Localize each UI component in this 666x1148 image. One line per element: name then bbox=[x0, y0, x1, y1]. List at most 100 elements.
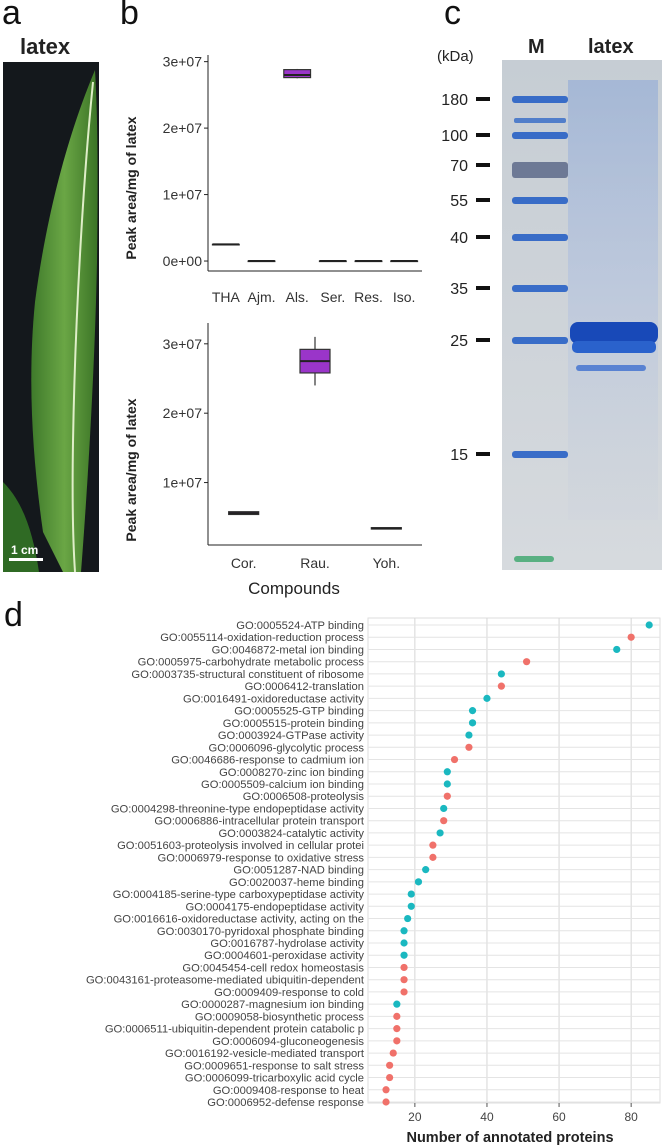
go-term-label: GO:0003735-structural constituent of rib… bbox=[131, 669, 364, 681]
go-term-label: GO:0016192-vesicle-mediated transport bbox=[165, 1048, 365, 1060]
x-tick-labels: 20 40 60 80 bbox=[408, 1103, 638, 1124]
go-point bbox=[613, 645, 621, 654]
go-points bbox=[382, 621, 653, 1106]
go-point bbox=[407, 902, 415, 910]
marker-tick bbox=[476, 235, 490, 239]
go-point bbox=[468, 719, 477, 727]
go-point bbox=[465, 743, 473, 751]
x-tick-label: Ser. bbox=[320, 289, 345, 305]
marker-label: 35 bbox=[450, 281, 468, 298]
x-tick-label: Iso. bbox=[393, 289, 416, 305]
panel-a-title: latex bbox=[20, 34, 71, 59]
scale-bar-label: 1 cm bbox=[11, 543, 38, 557]
x-tick-label: 80 bbox=[624, 1110, 638, 1124]
lane-label-latex: latex bbox=[588, 36, 634, 58]
go-point bbox=[389, 1049, 397, 1057]
y-tick-label: 3e+07 bbox=[163, 336, 203, 352]
go-term-label: GO:0055114-oxidation-reduction process bbox=[160, 632, 364, 644]
go-term-label: GO:0016491-oxidoreductase activity bbox=[183, 693, 364, 705]
go-point bbox=[443, 768, 451, 776]
go-point bbox=[497, 670, 505, 678]
latex-band-secondary bbox=[572, 341, 656, 353]
x-tick-label: 60 bbox=[552, 1110, 566, 1124]
marker-label: 70 bbox=[450, 158, 468, 175]
marker-tick bbox=[476, 133, 490, 137]
marker-label: 25 bbox=[450, 333, 468, 350]
ladder-band bbox=[512, 285, 568, 292]
go-point bbox=[436, 829, 444, 837]
go-term-label: GO:0003824-catalytic activity bbox=[218, 828, 364, 840]
leaf-midrib bbox=[71, 81, 94, 572]
ladder-band bbox=[512, 162, 568, 178]
go-term-label: GO:0006979-response to oxidative stress bbox=[158, 852, 365, 864]
x-tick-label: Yoh. bbox=[373, 555, 401, 571]
go-term-labels: GO:0005524-ATP bindingGO:0055114-oxidati… bbox=[86, 620, 365, 1109]
go-term-label: GO:0005975-carbohydrate metabolic proces… bbox=[138, 657, 365, 669]
marker-label: 100 bbox=[441, 128, 468, 145]
panel-b-bottom-ylabel: Peak area/mg of latex bbox=[123, 398, 139, 541]
go-term-label: GO:0003924-GTPase activity bbox=[218, 730, 365, 742]
go-point bbox=[400, 976, 408, 984]
go-point bbox=[400, 988, 408, 996]
go-point bbox=[404, 914, 412, 923]
marker-tick bbox=[476, 338, 490, 342]
go-point bbox=[465, 731, 473, 739]
go-term-label: GO:0009408-response to heat bbox=[213, 1085, 365, 1097]
ladder-band bbox=[512, 337, 568, 344]
marker-tick bbox=[476, 198, 490, 202]
y-tick-label: 2e+07 bbox=[163, 120, 203, 136]
lane-label-marker: M bbox=[528, 36, 545, 58]
marker-tick bbox=[476, 97, 490, 101]
marker-label: 180 bbox=[441, 92, 468, 109]
marker-tick bbox=[476, 286, 490, 290]
go-point bbox=[443, 780, 451, 788]
go-term-label: GO:0004298-threonine-type endopeptidase … bbox=[111, 803, 365, 815]
leaf-lower-left bbox=[3, 482, 39, 572]
go-term-label: GO:0020037-heme binding bbox=[229, 877, 364, 889]
go-point bbox=[627, 633, 635, 641]
panel-b-boxplots: Peak area/mg of latex Peak area/mg of la… bbox=[123, 54, 422, 598]
ladder-band bbox=[512, 132, 568, 139]
marker-label: 15 bbox=[450, 447, 468, 464]
ladder-band bbox=[514, 118, 566, 123]
go-term-label: GO:0005525-GTP binding bbox=[234, 706, 364, 718]
go-term-label: GO:0006952-defense response bbox=[207, 1097, 364, 1109]
y-tick-label: 3e+07 bbox=[163, 54, 203, 70]
go-term-label: GO:0005509-calcium ion binding bbox=[201, 779, 364, 791]
go-term-label: GO:0051603-proteolysis involved in cellu… bbox=[117, 840, 364, 852]
go-term-label: GO:0009651-response to salt stress bbox=[184, 1060, 364, 1072]
go-term-label: GO:0006096-glycolytic process bbox=[209, 742, 365, 754]
box bbox=[283, 69, 312, 79]
go-term-label: GO:0004601-peroxidase activity bbox=[204, 950, 364, 962]
x-tick-label: Rau. bbox=[300, 555, 330, 571]
go-term-label: GO:0006886-intracellular protein transpo… bbox=[154, 816, 364, 828]
panel-b-top-ylabel: Peak area/mg of latex bbox=[123, 116, 139, 259]
go-term-label: GO:0006094-gluconeogenesis bbox=[212, 1036, 364, 1048]
ladder-band bbox=[512, 197, 568, 204]
go-term-label: GO:0004175-endopeptidase activity bbox=[186, 901, 365, 913]
go-point bbox=[386, 1073, 394, 1082]
go-point bbox=[429, 853, 437, 861]
go-term-label: GO:0009409-response to cold bbox=[214, 987, 364, 999]
x-tick-label: Ajm. bbox=[248, 289, 276, 305]
y-tick-label: 2e+07 bbox=[163, 405, 203, 421]
go-term-label: GO:0005524-ATP binding bbox=[236, 620, 364, 632]
go-term-label: GO:0045454-cell redox homeostasis bbox=[182, 962, 364, 974]
leaf-photo: 1 cm bbox=[3, 62, 99, 572]
marker-label: 40 bbox=[450, 230, 468, 247]
go-point bbox=[450, 755, 459, 764]
marker-tick bbox=[476, 452, 490, 456]
panel-b-xlabel: Compounds bbox=[248, 579, 340, 598]
ladder-band bbox=[512, 96, 568, 103]
go-term-label: GO:0043161-proteasome-mediated ubiquitin… bbox=[86, 975, 365, 987]
boxplot-bottom: 1e+07 2e+07 3e+07 Cor. Rau. Yoh. bbox=[163, 323, 422, 571]
go-term-label: GO:0006412-translation bbox=[245, 681, 364, 693]
go-term-label: GO:0051287-NAD binding bbox=[233, 865, 364, 877]
scale-bar bbox=[9, 558, 43, 561]
gel-bands bbox=[512, 96, 658, 562]
go-point bbox=[393, 1037, 401, 1045]
go-point bbox=[393, 1000, 401, 1008]
plot-area bbox=[367, 617, 661, 1104]
kda-unit-label: (kDa) bbox=[437, 48, 474, 65]
go-term-label: GO:0006099-tricarboxylic acid cycle bbox=[185, 1073, 364, 1085]
